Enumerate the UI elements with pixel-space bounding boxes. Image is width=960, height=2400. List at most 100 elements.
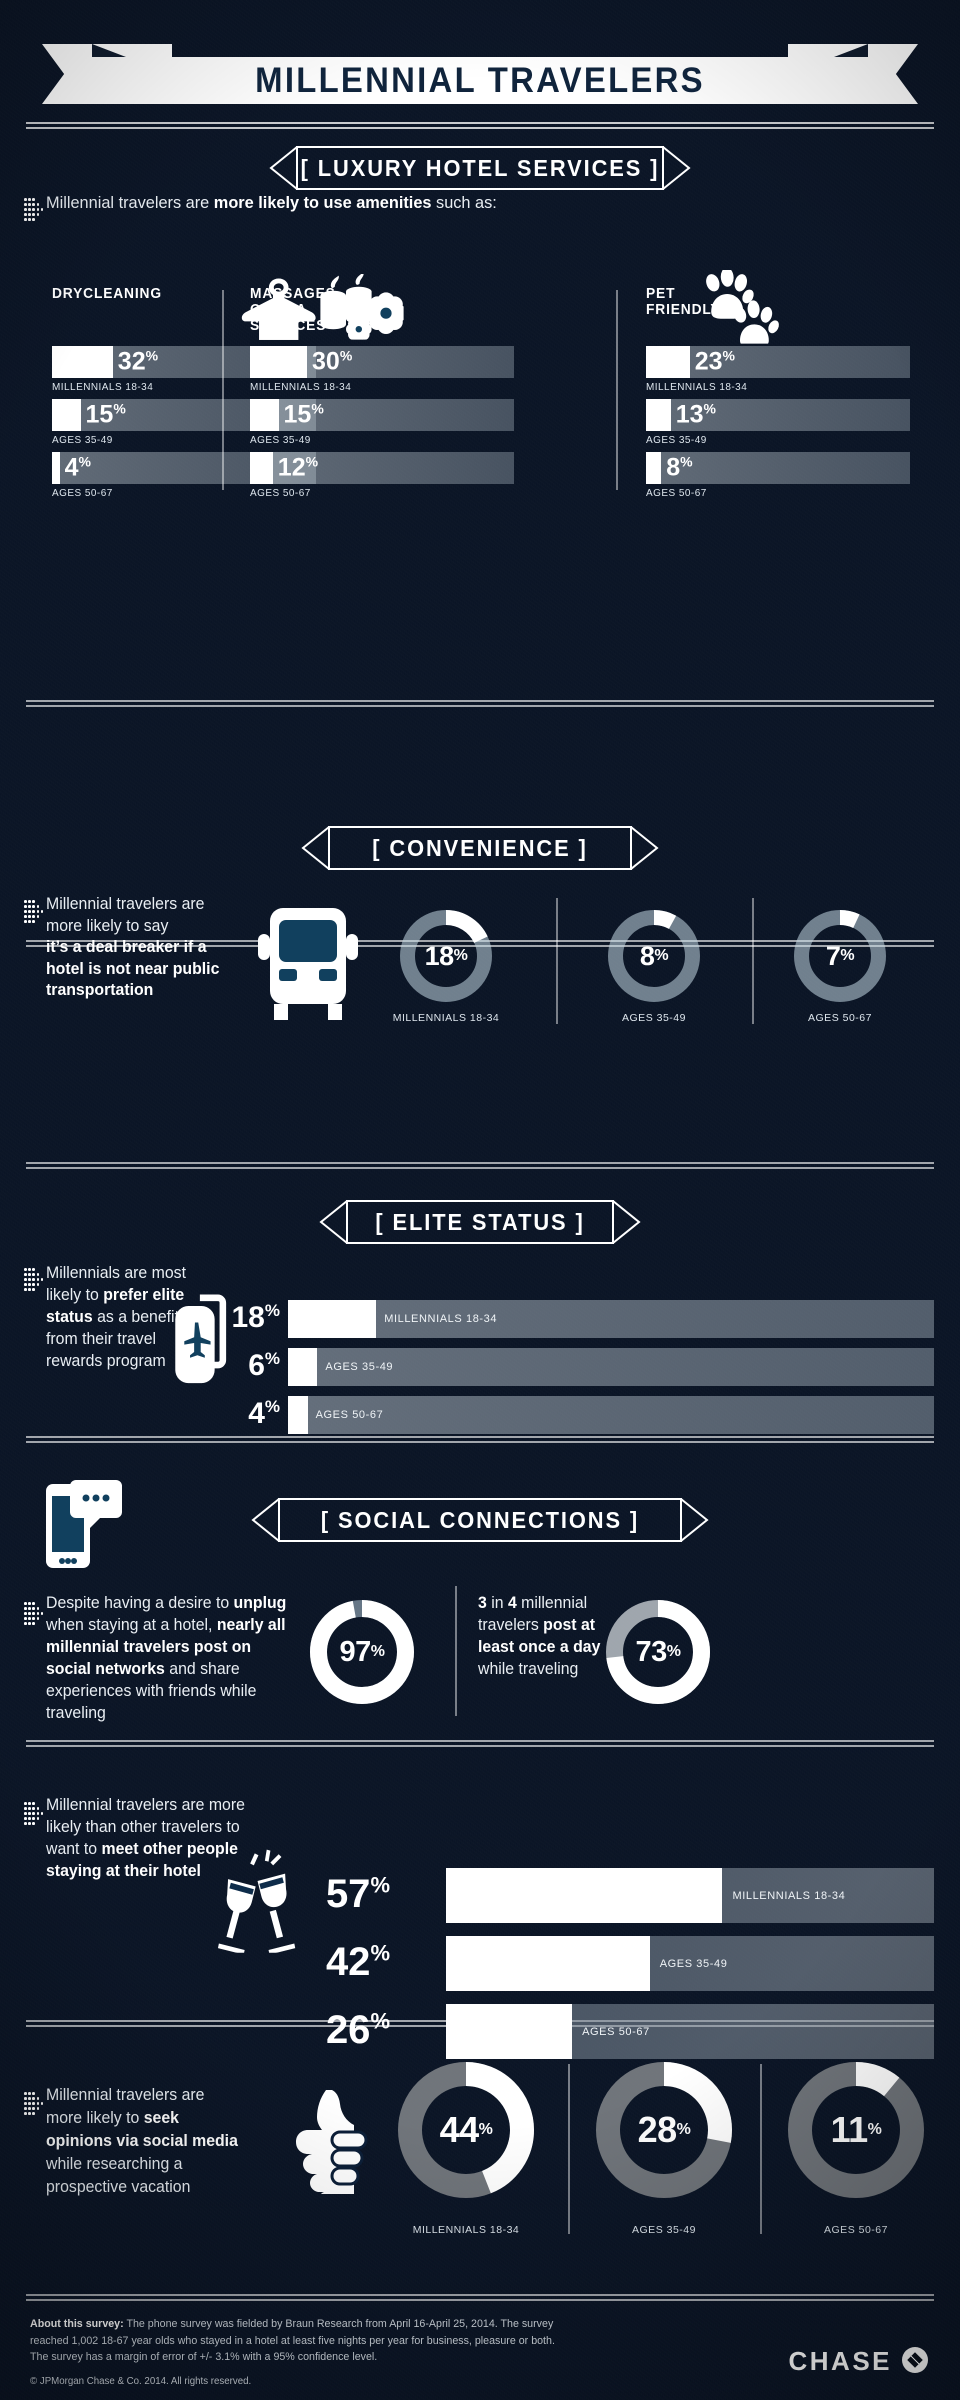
bar-fill xyxy=(646,399,671,431)
opinions-blurb: Millennial travelers are more likely to … xyxy=(46,2086,238,2196)
bar-value: 15% xyxy=(85,400,126,429)
meet-bar-fill xyxy=(446,2004,573,2059)
bar-fill xyxy=(250,452,273,484)
social-donut-97-value: 97% xyxy=(339,1635,385,1668)
bar-fill xyxy=(52,452,60,484)
meet-bar-value: 26% xyxy=(325,2008,390,2052)
bar-value: 15% xyxy=(283,400,324,429)
luxury-intro-text: Millennial travelers are more likely to … xyxy=(46,193,497,212)
elite-bar-track: AGES 50-67 xyxy=(288,1396,934,1434)
bar-value: 13% xyxy=(675,400,716,429)
bar-value: 30% xyxy=(312,347,353,376)
bar-caption: AGES 50-67 xyxy=(646,487,707,499)
bar-track: 8% xyxy=(646,452,910,484)
elite-bar-caption: AGES 35-49 xyxy=(325,1361,394,1373)
meet-bar-value: 42% xyxy=(325,1940,390,1984)
bar-fill xyxy=(52,399,81,431)
social-donut-73: 73% xyxy=(606,1600,710,1704)
convenience-donut-2-caption: AGES 35-49 xyxy=(622,1012,686,1024)
candles-flowers-icon xyxy=(314,272,407,344)
social-donut-97: 97% xyxy=(310,1600,414,1704)
convenience-donut-1-caption: MILLENNIALS 18-34 xyxy=(392,1012,500,1024)
social-separator xyxy=(455,1586,457,1716)
bar-value: 23% xyxy=(694,347,735,376)
section-divider-rule xyxy=(26,1162,934,1169)
opinions-donut-3-caption: AGES 50-67 xyxy=(824,2224,888,2236)
convenience-donut-1: 18% xyxy=(400,910,492,1002)
luxury-column-separator-1 xyxy=(222,290,224,490)
section-heading-social-text: [ SOCIAL CONNECTIONS ] xyxy=(320,1507,640,1533)
opinions-donut-1: 44% xyxy=(398,2062,534,2198)
convenience-separator-1 xyxy=(556,898,558,1024)
luxury-bar-row: 13% AGES 35-49 xyxy=(646,399,910,446)
meet-bar-fill xyxy=(446,1936,650,1991)
section-divider-rule xyxy=(26,1740,934,1747)
bullet-arrow-icon xyxy=(24,2090,44,2116)
opinions-separator-2 xyxy=(760,2064,762,2234)
bar-track: 23% xyxy=(646,346,910,378)
convenience-blurb: Millennial travelers are more likely to s… xyxy=(46,895,220,999)
bar-value: 4% xyxy=(64,453,91,482)
elite-bar-value: 4% xyxy=(248,1397,280,1430)
opinions-separator-1 xyxy=(568,2064,570,2234)
bar-fill xyxy=(250,346,307,378)
section-divider-rule xyxy=(26,122,934,129)
bullet-arrow-icon xyxy=(24,898,44,924)
convenience-donut-3: 7% xyxy=(794,910,886,1002)
section-heading-social: [ SOCIAL CONNECTIONS ] xyxy=(250,1498,710,1542)
bar-caption: AGES 50-67 xyxy=(250,487,311,499)
meet-bar-track: AGES 50-67 xyxy=(446,2004,934,2059)
social-donut-73-value: 73% xyxy=(635,1635,681,1668)
opinions-donut-3-value: 11% xyxy=(830,2109,882,2150)
luxury-column-separator-2 xyxy=(616,290,618,490)
bar-track: 12% xyxy=(250,452,514,484)
bar-caption: MILLENNIALS 18-34 xyxy=(646,381,748,393)
thumbs-up-icon xyxy=(296,2090,384,2206)
title-banner: MILLENNIAL TRAVELERS xyxy=(22,44,938,104)
convenience-donut-2: 8% xyxy=(608,910,700,1002)
elite-bar-fill xyxy=(288,1300,377,1338)
luxury-bar-row: 23% MILLENNIALS 18-34 xyxy=(646,346,910,393)
bar-value: 12% xyxy=(277,453,319,482)
meet-bar-value: 57% xyxy=(325,1872,390,1916)
section-heading-elite-text: [ ELITE STATUS ] xyxy=(375,1209,585,1235)
meet-bar-caption: AGES 35-49 xyxy=(659,1957,728,1970)
opinions-donut-1-caption: MILLENNIALS 18-34 xyxy=(412,2224,520,2236)
bar-track: 13% xyxy=(646,399,910,431)
chase-logo-octagon-icon xyxy=(902,2347,928,2373)
section-divider-rule xyxy=(26,700,934,707)
footer-copyright: © JPMorgan Chase & Co. 2014. All rights … xyxy=(30,2376,252,2387)
bar-fill xyxy=(646,346,690,378)
bar-value: 32% xyxy=(117,347,159,376)
paw-prints-icon xyxy=(700,267,783,348)
footer-about-survey: About this survey: The phone survey was … xyxy=(30,2318,555,2363)
meet-bar-fill xyxy=(446,1868,723,1923)
bar-fill xyxy=(52,346,113,378)
convenience-donut-3-caption: AGES 50-67 xyxy=(808,1012,872,1024)
bullet-arrow-icon xyxy=(24,196,44,222)
elite-bar-value: 6% xyxy=(248,1349,280,1382)
luxury-bar-row: 8% AGES 50-67 xyxy=(646,452,910,499)
phone-chat-icon xyxy=(42,1478,124,1575)
champagne-toast-icon xyxy=(206,1846,302,1957)
bar-fill xyxy=(250,399,279,431)
meet-bar-track: MILLENNIALS 18-34 xyxy=(446,1868,934,1923)
bar-caption: AGES 35-49 xyxy=(250,434,311,446)
opinions-donut-2: 28% xyxy=(596,2062,732,2198)
section-divider-rule xyxy=(26,2294,934,2301)
luxury-bar-row: 15% AGES 35-49 xyxy=(250,399,514,446)
bar-fill xyxy=(646,452,662,484)
page-title: MILLENNIAL TRAVELERS xyxy=(255,61,705,100)
opinions-donut-3: 11% xyxy=(788,2062,924,2198)
social-left-blurb: Despite having a desire to unplug when s… xyxy=(46,1594,287,1722)
elite-bar-caption: MILLENNIALS 18-34 xyxy=(384,1313,498,1325)
opinions-donut-2-caption: AGES 35-49 xyxy=(632,2224,696,2236)
section-heading-luxury-text: [ LUXURY HOTEL SERVICES ] xyxy=(300,155,660,181)
bullet-arrow-icon xyxy=(24,1800,44,1826)
opinions-donut-2-value: 28% xyxy=(637,2109,691,2150)
bus-icon xyxy=(252,906,364,1027)
elite-bar-value: 18% xyxy=(231,1301,281,1334)
meet-bar-track: AGES 35-49 xyxy=(446,1936,934,1991)
convenience-donut-2-value: 8% xyxy=(639,940,669,971)
